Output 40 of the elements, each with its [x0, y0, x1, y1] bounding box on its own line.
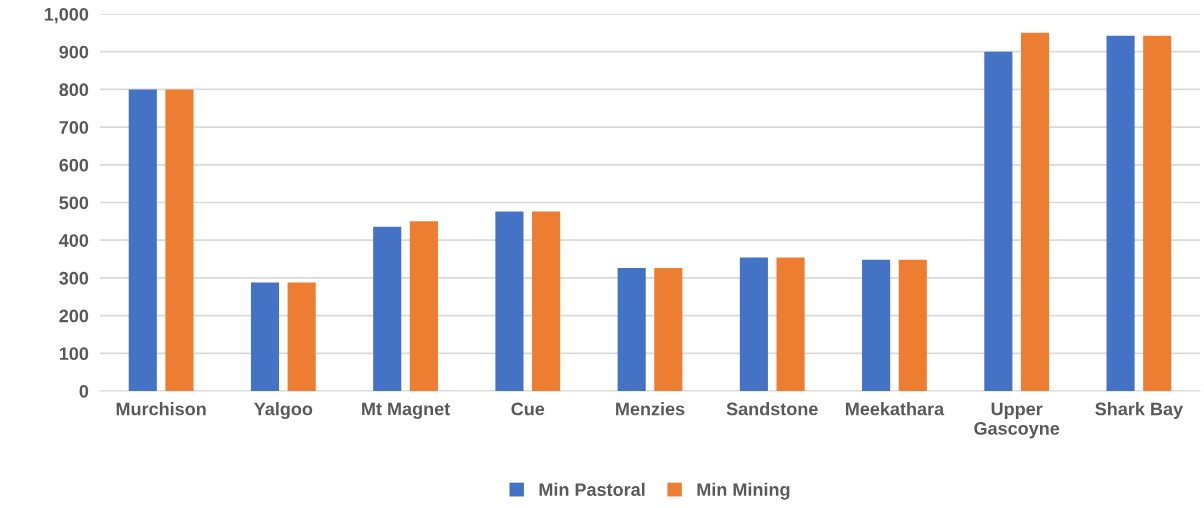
y-tick-label: 0 [79, 384, 89, 398]
bar [250, 282, 280, 391]
bar [898, 259, 927, 391]
y-tick-label: 700 [59, 121, 89, 134]
bar [739, 257, 768, 391]
y-tick-label: 100 [59, 347, 89, 361]
x-tick-label: Meekathara [845, 402, 945, 416]
bar [165, 89, 194, 391]
x-tick-label: Menzies [616, 402, 685, 416]
y-tick-label: 400 [59, 234, 89, 247]
x-tick-label: Murchison [116, 402, 206, 416]
bar [373, 226, 402, 391]
y-tick-label: 300 [59, 271, 89, 285]
bar [654, 268, 683, 391]
x-tick-label: Shark Bay [1095, 402, 1183, 419]
y-tick-label: 600 [59, 158, 89, 172]
x-tick-label: Upper Gascoyne [974, 402, 1060, 439]
legend-label: Min Pastoral [539, 482, 645, 497]
bar [1020, 32, 1050, 391]
bar [495, 211, 524, 391]
bar [776, 257, 805, 391]
bar [862, 259, 891, 391]
legend-label: Min Mining [697, 482, 790, 500]
x-tick-label: Yalgoo [254, 402, 313, 420]
x-tick-label: Mt Magnet [362, 402, 450, 419]
bar [617, 268, 646, 391]
y-tick-label: 900 [59, 45, 89, 59]
y-tick-label: 1,000 [44, 7, 89, 24]
y-tick-label: 800 [59, 83, 89, 97]
bar [287, 282, 316, 391]
bar [1106, 35, 1135, 391]
x-tick-label: Cue [511, 402, 545, 416]
bar [532, 211, 561, 391]
x-tick-label: Sandstone [726, 402, 818, 416]
bar [409, 221, 438, 391]
y-tick-label: 500 [59, 196, 89, 210]
y-tick-label: 200 [59, 309, 89, 323]
bar [1143, 35, 1172, 391]
bar [984, 51, 1013, 391]
bar [128, 89, 157, 391]
